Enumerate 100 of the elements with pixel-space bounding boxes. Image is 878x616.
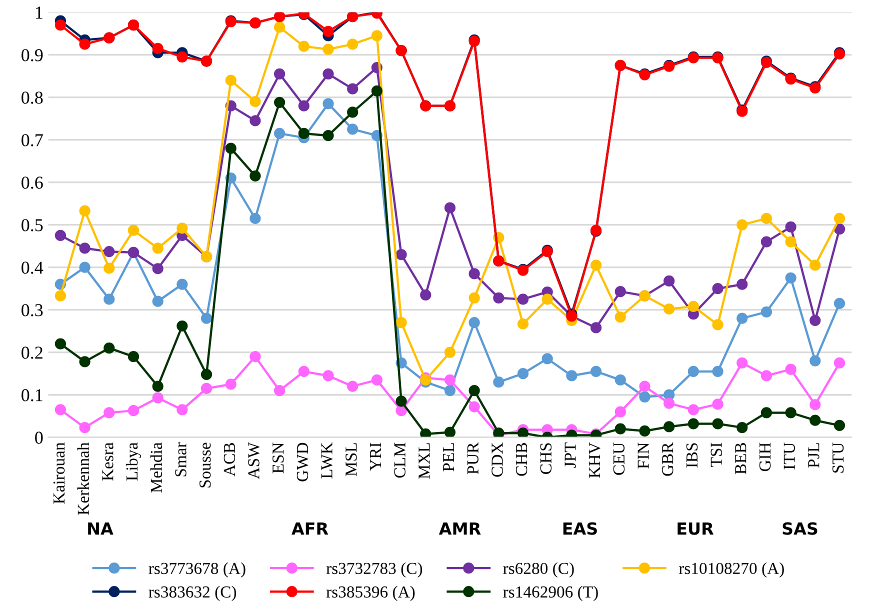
point [396, 249, 407, 260]
x-tick-label: CHB [516, 443, 528, 476]
point [79, 205, 90, 216]
legend-label: rs3732783 (C) [326, 562, 422, 578]
point [250, 351, 261, 362]
x-tick-label: MXL [418, 443, 430, 479]
point [176, 222, 188, 234]
x-tick-label: GIH [759, 442, 771, 472]
point [54, 290, 66, 302]
text: EAS [563, 522, 597, 535]
point [298, 100, 310, 112]
x-tick-label: ESN [272, 442, 284, 474]
point [274, 22, 286, 33]
point [712, 398, 724, 410]
x-tick-label: Kerkennah [77, 442, 89, 515]
point [760, 306, 772, 318]
point [517, 428, 529, 438]
point [128, 224, 140, 236]
x-tick-label: Kesra [102, 442, 114, 481]
x-tick-label: CEU [613, 442, 625, 475]
point [614, 286, 626, 298]
x-tick-label: CDX [492, 442, 503, 477]
point [322, 370, 334, 382]
point [225, 378, 236, 390]
point [736, 422, 748, 434]
point [760, 407, 772, 418]
legend-label: rs10108270 (A) [678, 562, 784, 578]
y-tick-label: 0.2 [22, 346, 42, 359]
point [688, 418, 699, 430]
point [444, 202, 456, 214]
point [444, 385, 456, 396]
point [322, 130, 334, 142]
point [79, 356, 90, 368]
x-tick-label: ITU [784, 442, 795, 470]
point [760, 212, 772, 224]
point [542, 294, 553, 305]
point [152, 263, 164, 274]
x-tick-label: Libya [126, 442, 142, 481]
point [347, 106, 358, 118]
x-tick-label: ACB [224, 443, 236, 476]
legend-label: rs3773678 (A) [148, 562, 246, 578]
point [517, 318, 529, 330]
point [298, 40, 310, 52]
point [274, 385, 286, 396]
point [614, 423, 626, 434]
point [200, 368, 212, 380]
point [79, 422, 90, 434]
point [79, 38, 90, 50]
point [420, 289, 432, 301]
point [834, 298, 846, 310]
point [128, 405, 140, 416]
point [736, 312, 748, 324]
y-tick-label: 0.4 [22, 262, 44, 274]
point [79, 262, 90, 273]
point [614, 312, 626, 323]
text: EUR [678, 522, 714, 535]
y-tick-label: 0.5 [22, 219, 43, 232]
point [760, 236, 772, 248]
point [176, 404, 188, 416]
point [104, 246, 115, 258]
point [785, 236, 796, 248]
point [542, 353, 553, 364]
point [468, 385, 480, 396]
y-tick-label: 1 [36, 6, 42, 19]
y-tick-label: 0.8 [22, 92, 43, 104]
x-tick-label: CLM [394, 442, 406, 478]
point [639, 391, 650, 403]
point [736, 219, 748, 230]
x-tick-label: Sousse [200, 442, 211, 488]
point [54, 230, 66, 242]
point [590, 322, 602, 334]
point [152, 380, 164, 392]
point [347, 124, 358, 135]
point [614, 406, 626, 418]
point [250, 96, 261, 108]
point [834, 420, 846, 432]
y-tick-label: 0.9 [22, 49, 43, 62]
x-tick-label: BEB [735, 443, 746, 474]
point [810, 355, 821, 366]
x-tick-label: GWD [296, 442, 308, 482]
point [322, 44, 334, 55]
point [54, 338, 66, 350]
x-tick-label: Kairouan [53, 442, 65, 504]
point [688, 300, 699, 312]
point [834, 224, 846, 235]
point [347, 38, 358, 50]
point [420, 374, 432, 386]
point [468, 401, 480, 412]
point [785, 364, 796, 375]
point [176, 320, 188, 332]
point [517, 294, 529, 305]
point [104, 407, 115, 418]
point [152, 242, 164, 254]
x-tick-label: STU [832, 442, 844, 473]
x-tick-label: IBS [686, 443, 698, 468]
point [517, 368, 529, 380]
point [614, 374, 626, 386]
text: AFR [292, 522, 328, 535]
x-tick-label: GBR [662, 442, 674, 476]
point [104, 262, 115, 274]
